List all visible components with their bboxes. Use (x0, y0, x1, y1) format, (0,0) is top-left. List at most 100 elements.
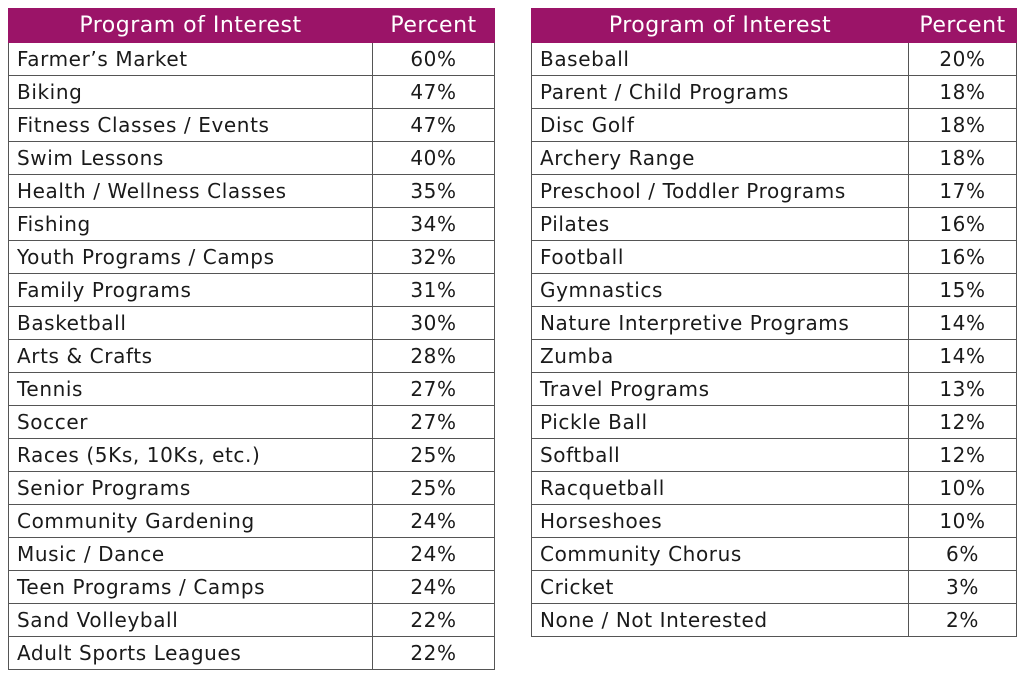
table-row: Racquetball 10% (531, 471, 1017, 505)
table-row: Senior Programs 25% (8, 471, 495, 505)
table-row: Football 16% (531, 240, 1017, 274)
percent-cell: 18% (908, 141, 1017, 175)
percent-cell: 18% (908, 75, 1017, 109)
program-cell: Swim Lessons (8, 141, 373, 175)
program-cell: Basketball (8, 306, 373, 340)
percent-cell: 22% (372, 603, 495, 637)
program-cell: Community Chorus (531, 537, 909, 571)
table-row: Fishing 34% (8, 207, 495, 241)
program-cell: Preschool / Toddler Programs (531, 174, 909, 208)
program-cell: Music / Dance (8, 537, 373, 571)
table-row: Music / Dance 24% (8, 537, 495, 571)
program-cell: Racquetball (531, 471, 909, 505)
table-row: Softball 12% (531, 438, 1017, 472)
table-row: Adult Sports Leagues 22% (8, 636, 495, 670)
percent-cell: 60% (372, 42, 495, 76)
table-row: Community Gardening 24% (8, 504, 495, 538)
program-cell: Softball (531, 438, 909, 472)
program-cell: Horseshoes (531, 504, 909, 538)
program-cell: Disc Golf (531, 108, 909, 142)
column-header-program: Program of Interest (8, 8, 373, 43)
percent-cell: 16% (908, 207, 1017, 241)
program-cell: Pickle Ball (531, 405, 909, 439)
column-header-program: Program of Interest (531, 8, 909, 43)
program-cell: Arts & Crafts (8, 339, 373, 373)
table-row: Nature Interpretive Programs 14% (531, 306, 1017, 340)
percent-cell: 32% (372, 240, 495, 274)
table-row: Community Chorus 6% (531, 537, 1017, 571)
percent-cell: 24% (372, 504, 495, 538)
table-body: Baseball 20% Parent / Child Programs 18% Dis… (531, 42, 1017, 637)
program-cell: Parent / Child Programs (531, 75, 909, 109)
table-row: Basketball 30% (8, 306, 495, 340)
percent-cell: 27% (372, 405, 495, 439)
percent-cell: 10% (908, 471, 1017, 505)
table-row: Sand Volleyball 22% (8, 603, 495, 637)
table-row: Gymnastics 15% (531, 273, 1017, 307)
table-row: Cricket 3% (531, 570, 1017, 604)
table-row: Baseball 20% (531, 42, 1017, 76)
program-cell: Biking (8, 75, 373, 109)
table-row: Farmer’s Market 60% (8, 42, 495, 76)
column-header-percent: Percent (372, 8, 495, 43)
percent-cell: 12% (908, 405, 1017, 439)
percent-cell: 25% (372, 471, 495, 505)
program-interest-table-right: Program of Interest Percent Baseball 20% P… (531, 8, 1017, 637)
percent-cell: 28% (372, 339, 495, 373)
table-row: Family Programs 31% (8, 273, 495, 307)
percent-cell: 2% (908, 603, 1017, 637)
percent-cell: 22% (372, 636, 495, 670)
program-interest-table-left: Program of Interest Percent Farmer’s Mar… (8, 8, 495, 670)
program-cell: Adult Sports Leagues (8, 636, 373, 670)
table-row: Horseshoes 10% (531, 504, 1017, 538)
percent-cell: 10% (908, 504, 1017, 538)
program-cell: Fitness Classes / Events (8, 108, 373, 142)
program-cell: Races (5Ks, 10Ks, etc.) (8, 438, 373, 472)
table-row: Health / Wellness Classes 35% (8, 174, 495, 208)
program-cell: Farmer’s Market (8, 42, 373, 76)
percent-cell: 27% (372, 372, 495, 406)
percent-cell: 18% (908, 108, 1017, 142)
program-cell: Gymnastics (531, 273, 909, 307)
program-cell: Cricket (531, 570, 909, 604)
program-cell: Baseball (531, 42, 909, 76)
table-row: Fitness Classes / Events 47% (8, 108, 495, 142)
percent-cell: 3% (908, 570, 1017, 604)
column-header-percent: Percent (908, 8, 1017, 43)
percent-cell: 47% (372, 108, 495, 142)
percent-cell: 24% (372, 537, 495, 571)
percent-cell: 20% (908, 42, 1017, 76)
program-cell: Football (531, 240, 909, 274)
table-row: Zumba 14% (531, 339, 1017, 373)
percent-cell: 30% (372, 306, 495, 340)
table-row: Preschool / Toddler Programs 17% (531, 174, 1017, 208)
percent-cell: 14% (908, 339, 1017, 373)
table-row: Parent / Child Programs 18% (531, 75, 1017, 109)
program-cell: Sand Volleyball (8, 603, 373, 637)
table-row: Tennis 27% (8, 372, 495, 406)
percent-cell: 16% (908, 240, 1017, 274)
table-row: Swim Lessons 40% (8, 141, 495, 175)
program-cell: Health / Wellness Classes (8, 174, 373, 208)
table-row: Pilates 16% (531, 207, 1017, 241)
program-cell: None / Not Interested (531, 603, 909, 637)
program-cell: Zumba (531, 339, 909, 373)
table-row: Soccer 27% (8, 405, 495, 439)
percent-cell: 47% (372, 75, 495, 109)
percent-cell: 6% (908, 537, 1017, 571)
table-row: Arts & Crafts 28% (8, 339, 495, 373)
program-cell: Pilates (531, 207, 909, 241)
table-body: Farmer’s Market 60% Biking 47% Fitness Class… (8, 42, 495, 670)
percent-cell: 40% (372, 141, 495, 175)
program-cell: Family Programs (8, 273, 373, 307)
program-cell: Teen Programs / Camps (8, 570, 373, 604)
table-row: Youth Programs / Camps 32% (8, 240, 495, 274)
program-cell: Nature Interpretive Programs (531, 306, 909, 340)
program-cell: Community Gardening (8, 504, 373, 538)
table-row: Archery Range 18% (531, 141, 1017, 175)
percent-cell: 35% (372, 174, 495, 208)
percent-cell: 13% (908, 372, 1017, 406)
program-cell: Senior Programs (8, 471, 373, 505)
table-row: Races (5Ks, 10Ks, etc.) 25% (8, 438, 495, 472)
percent-cell: 15% (908, 273, 1017, 307)
